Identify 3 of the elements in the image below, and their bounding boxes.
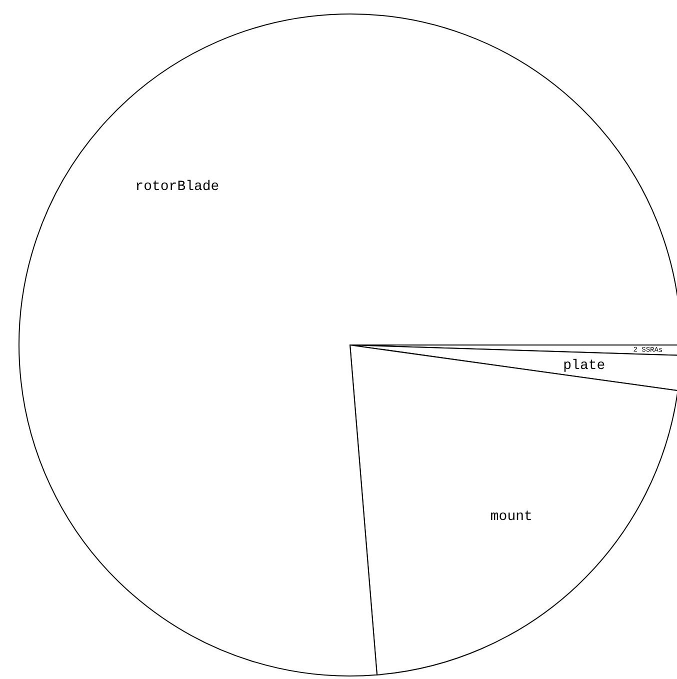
slice-label: plate — [563, 358, 606, 374]
slice-label: rotorBlade — [135, 178, 220, 195]
slice-label: mount — [490, 508, 532, 525]
